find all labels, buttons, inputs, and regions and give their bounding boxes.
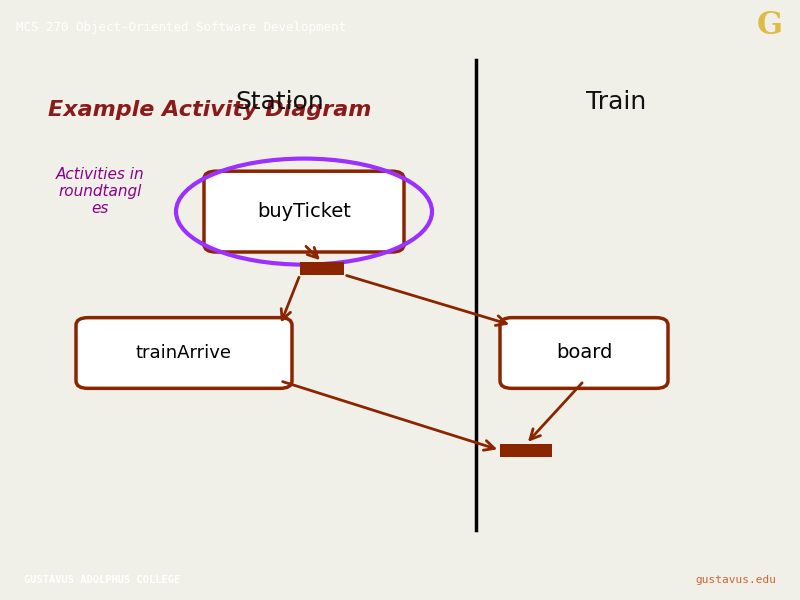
Text: Example Activity Diagram: Example Activity Diagram (48, 100, 371, 121)
Text: gustavus.edu: gustavus.edu (695, 575, 776, 585)
Text: Activities in
roundtangl
es: Activities in roundtangl es (56, 167, 145, 216)
FancyBboxPatch shape (204, 171, 404, 252)
Text: trainArrive: trainArrive (136, 344, 232, 362)
Text: Station: Station (236, 91, 324, 115)
Text: GUSTAVUS ADOLPHUS COLLEGE: GUSTAVUS ADOLPHUS COLLEGE (24, 575, 180, 585)
FancyBboxPatch shape (76, 317, 292, 388)
FancyBboxPatch shape (300, 262, 344, 275)
Text: buyTicket: buyTicket (257, 202, 351, 221)
FancyBboxPatch shape (500, 317, 668, 388)
FancyBboxPatch shape (500, 444, 552, 457)
Text: Train: Train (586, 91, 646, 115)
Text: G: G (757, 10, 783, 40)
Text: MCS 270 Object-Oriented Software Development: MCS 270 Object-Oriented Software Develop… (16, 21, 346, 34)
Text: board: board (556, 343, 612, 362)
